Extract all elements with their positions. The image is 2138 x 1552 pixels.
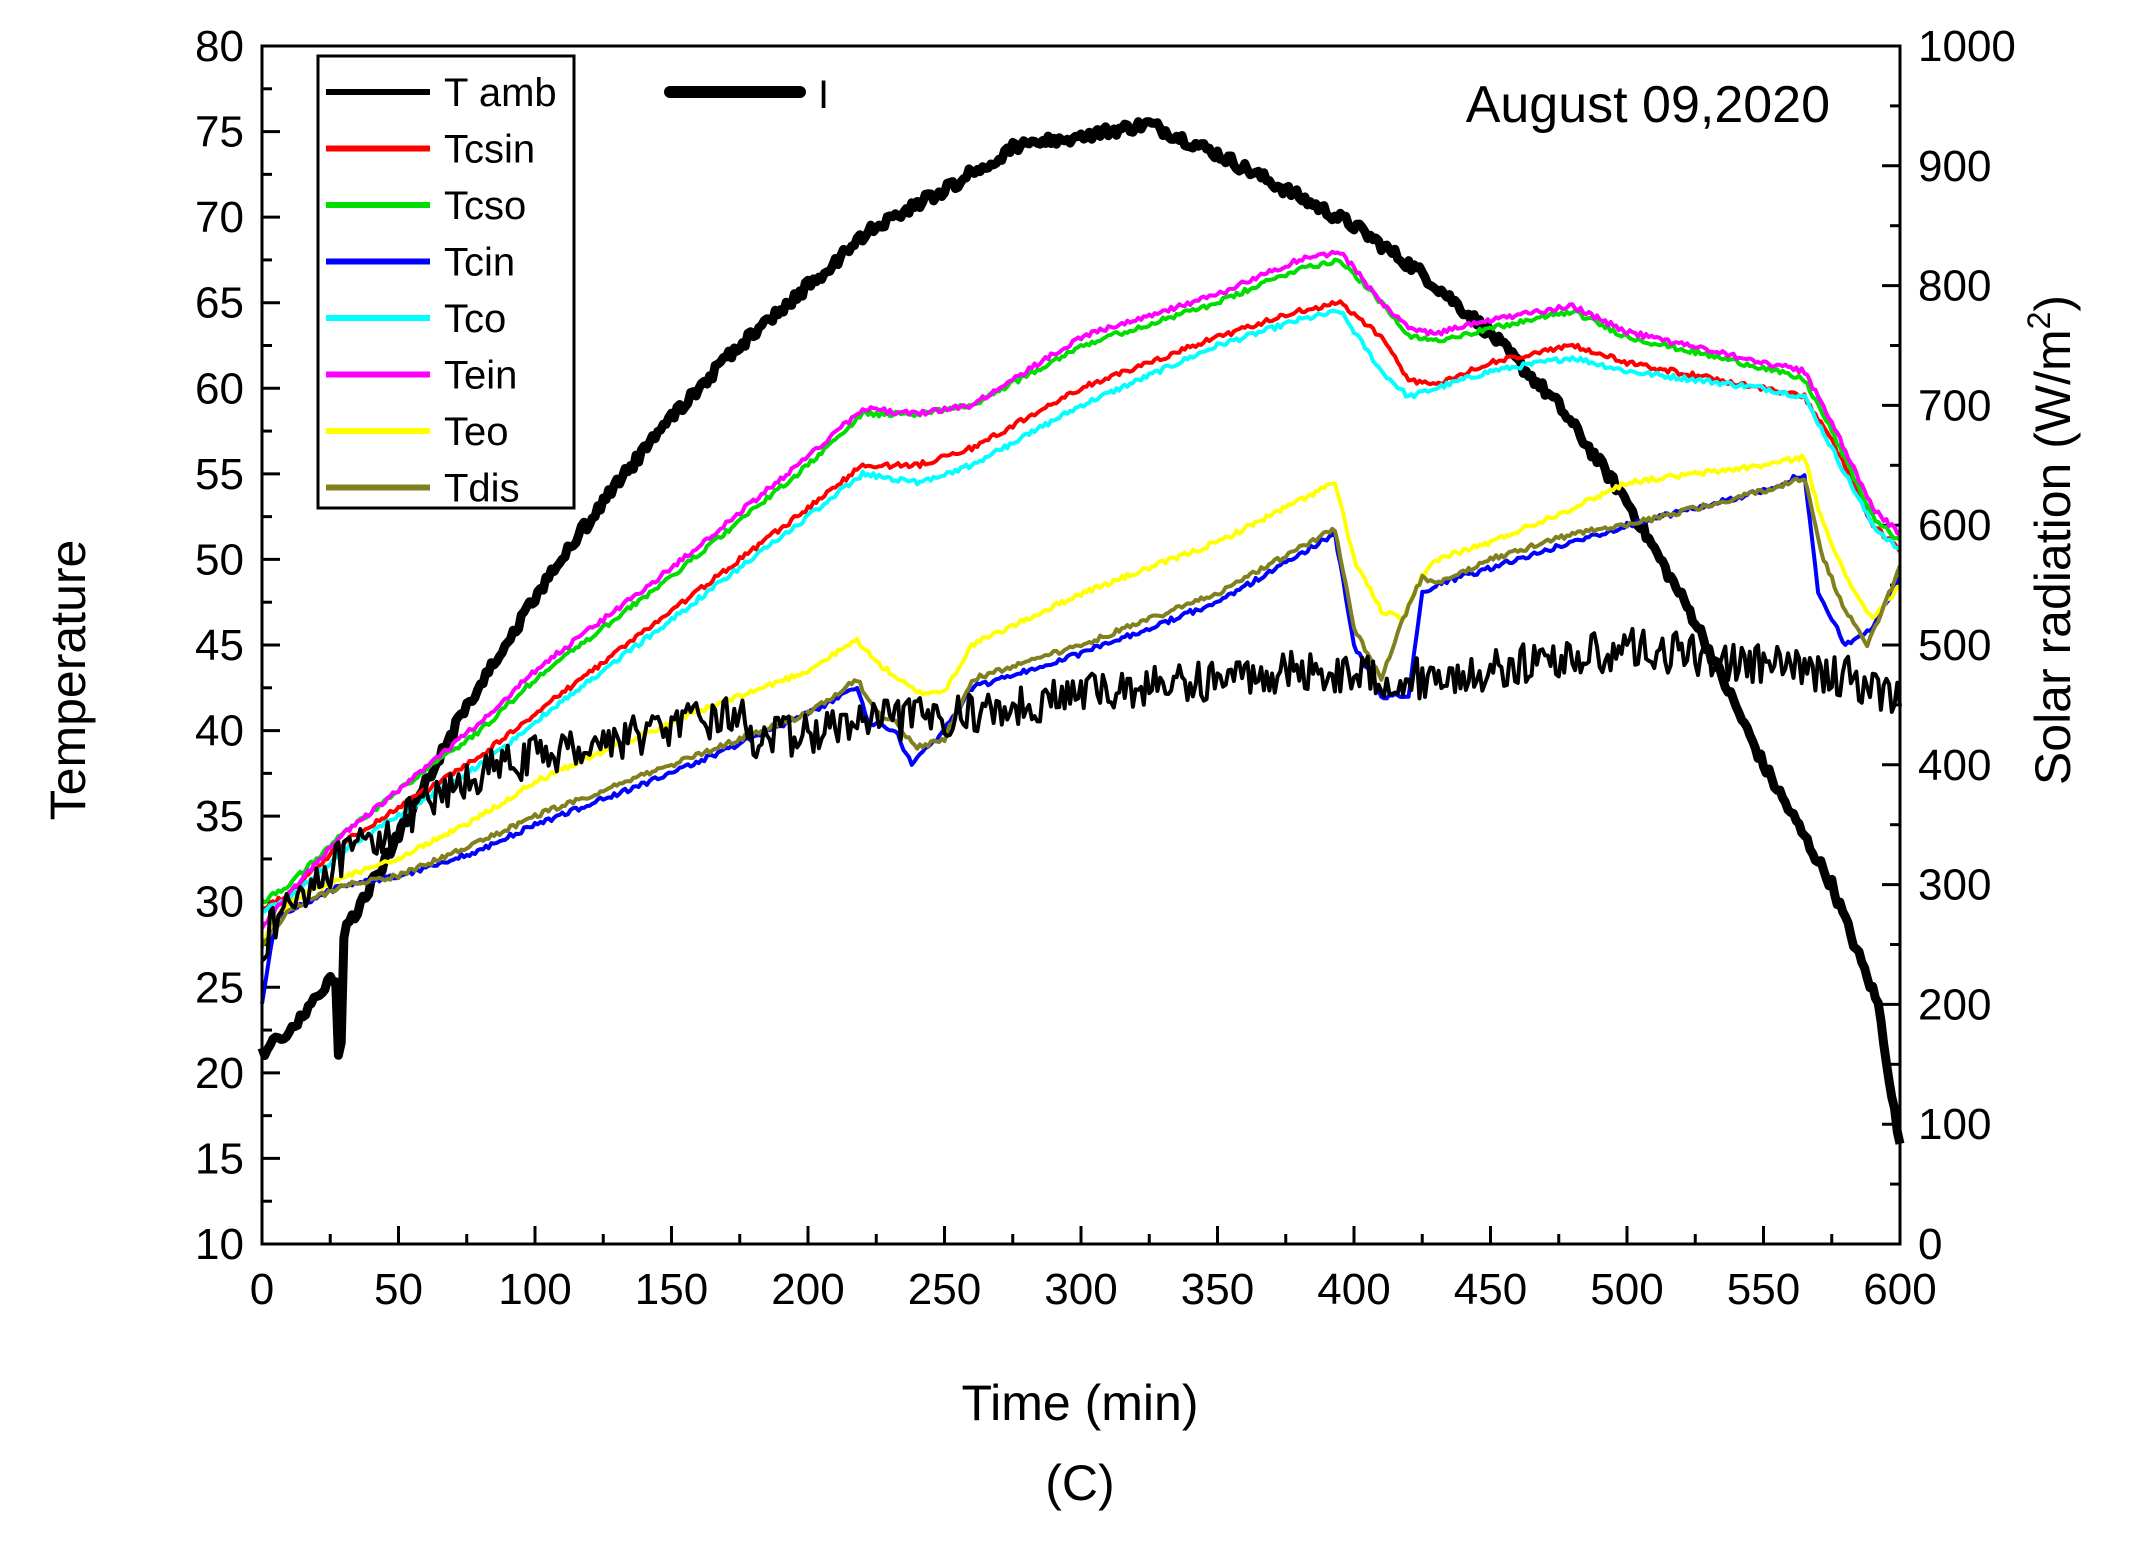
- series-line-tdis: [260, 476, 1902, 948]
- y-right-tick-label: 100: [1918, 1100, 1991, 1149]
- y-left-tick-label: 60: [195, 364, 244, 413]
- plot-frame: [260, 44, 1902, 1246]
- legend-label-radiation: I: [818, 73, 829, 117]
- annotation-date: August 09,2020: [1466, 76, 1830, 134]
- y-right-title-main: Solar radiation (W/m: [2025, 329, 2081, 785]
- y-left-tick-label: 70: [195, 193, 244, 242]
- series-line-tcin: [260, 473, 1902, 1005]
- series-line-tcsin: [261, 299, 1902, 911]
- legend-label: Tcso: [444, 184, 526, 228]
- x-tick-label: 250: [908, 1265, 981, 1314]
- y-left-tick-label: 15: [195, 1134, 244, 1183]
- y-left-tick-label: 10: [195, 1220, 244, 1269]
- x-tick-label: 400: [1317, 1265, 1390, 1314]
- x-tick-label: 500: [1590, 1265, 1663, 1314]
- y-left-tick-label: 80: [195, 22, 244, 71]
- series-line-tein: [260, 249, 1901, 930]
- y-right-tick-label: 200: [1918, 980, 1991, 1029]
- axis-ticks: 0 50 100 150 200 250 300 350 400 450 500 550 6001015…: [195, 22, 2016, 1314]
- y-left-tick-label: 35: [195, 792, 244, 841]
- x-tick-label: 350: [1181, 1265, 1254, 1314]
- y-left-tick-label: 20: [195, 1049, 244, 1098]
- y-right-tick-label: 800: [1918, 262, 1991, 311]
- legend-label: Tco: [444, 297, 506, 341]
- y-right-tick-label: 0: [1918, 1220, 1942, 1269]
- x-tick-label: 550: [1727, 1265, 1800, 1314]
- y-left-tick-label: 50: [195, 535, 244, 584]
- y-left-tick-label: 40: [195, 707, 244, 756]
- legend-label: Tcsin: [444, 128, 535, 172]
- legend-label: Tcin: [444, 241, 515, 285]
- legend: T amb Tcsin Tcso Tcin Tco Tein Teo Tdis I: [316, 54, 829, 511]
- legend-label: T amb: [444, 71, 557, 115]
- y-right-tick-label: 500: [1918, 621, 1991, 670]
- y-right-title-sup: 2: [2021, 312, 2057, 330]
- x-axis-title: Time (min): [961, 1375, 1198, 1431]
- y-left-tick-label: 30: [195, 878, 244, 927]
- x-tick-label: 200: [771, 1265, 844, 1314]
- x-tick-label: 50: [374, 1265, 423, 1314]
- y-left-tick-label: 75: [195, 108, 244, 157]
- legend-label: Tdis: [444, 467, 520, 511]
- y-right-tick-label: 400: [1918, 741, 1991, 790]
- y-left-tick-label: 55: [195, 450, 244, 499]
- y-right-axis-title: Solar radiation (W/m2): [2021, 295, 2081, 785]
- y-right-tick-label: 700: [1918, 381, 1991, 430]
- x-tick-label: 0: [250, 1265, 274, 1314]
- legend-label: Tein: [444, 354, 517, 398]
- x-tick-label: 150: [635, 1265, 708, 1314]
- y-right-tick-label: 1000: [1918, 22, 2016, 71]
- y-right-tick-label: 600: [1918, 501, 1991, 550]
- series-line-tco: [261, 308, 1901, 914]
- y-right-tick-label: 900: [1918, 142, 1991, 191]
- series-lines: [257, 117, 1905, 1145]
- series-line-teo: [260, 453, 1901, 948]
- x-tick-label: 450: [1454, 1265, 1527, 1314]
- y-left-tick-label: 45: [195, 621, 244, 670]
- y-right-tick-label: 300: [1918, 861, 1991, 910]
- y-left-tick-label: 25: [195, 963, 244, 1012]
- y-left-axis-title: Temperature: [40, 540, 96, 821]
- x-tick-label: 100: [498, 1265, 571, 1314]
- legend-label: Teo: [444, 410, 509, 454]
- x-tick-label: 600: [1863, 1265, 1936, 1314]
- figure-caption: (C): [1045, 1455, 1114, 1511]
- y-left-tick-label: 65: [195, 279, 244, 328]
- series-line-t-amb: [260, 626, 1902, 963]
- y-right-title-close: ): [2025, 295, 2081, 312]
- series-line-i: [257, 117, 1905, 1145]
- x-tick-label: 300: [1044, 1265, 1117, 1314]
